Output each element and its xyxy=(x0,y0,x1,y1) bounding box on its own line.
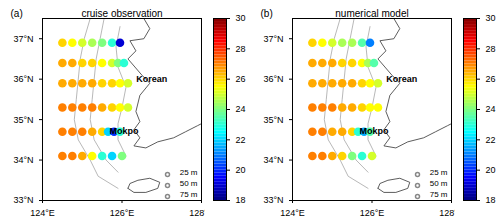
svg-text:Mokpo: Mokpo xyxy=(109,126,138,136)
svg-text:50 m: 50 m xyxy=(180,179,198,188)
svg-text:Mokpo: Mokpo xyxy=(359,126,388,136)
svg-text:50 m: 50 m xyxy=(430,179,448,188)
svg-text:26: 26 xyxy=(486,74,496,84)
svg-text:22: 22 xyxy=(486,135,496,145)
svg-text:(b): (b) xyxy=(261,8,273,19)
svg-text:20: 20 xyxy=(486,165,496,175)
svg-text:75 m: 75 m xyxy=(430,190,448,199)
svg-text:37°N: 37°N xyxy=(263,34,283,44)
svg-text:34°N: 34°N xyxy=(263,155,283,165)
svg-text:126°E: 126°E xyxy=(110,208,135,218)
svg-text:35°N: 35°N xyxy=(13,114,33,124)
svg-text:25 m: 25 m xyxy=(430,168,448,177)
svg-text:33°N: 33°N xyxy=(13,195,33,205)
svg-text:30: 30 xyxy=(236,13,246,23)
svg-text:18: 18 xyxy=(486,195,496,205)
svg-text:24: 24 xyxy=(486,104,496,114)
svg-text:36°N: 36°N xyxy=(263,74,283,84)
svg-text:26: 26 xyxy=(236,74,246,84)
svg-text:37°N: 37°N xyxy=(13,34,33,44)
svg-text:Korean: Korean xyxy=(136,74,167,84)
svg-text:128°E: 128°E xyxy=(439,208,455,218)
svg-text:cruise observation: cruise observation xyxy=(81,8,162,19)
svg-text:126°E: 126°E xyxy=(360,208,385,218)
svg-text:18: 18 xyxy=(236,195,246,205)
svg-text:124°E: 124°E xyxy=(280,208,305,218)
svg-text:20: 20 xyxy=(236,165,246,175)
svg-text:Korean: Korean xyxy=(386,74,417,84)
svg-text:34°N: 34°N xyxy=(13,155,33,165)
svg-text:35°N: 35°N xyxy=(263,114,283,124)
svg-text:36°N: 36°N xyxy=(13,74,33,84)
svg-text:22: 22 xyxy=(236,135,246,145)
svg-text:30: 30 xyxy=(486,13,496,23)
svg-text:24: 24 xyxy=(236,104,246,114)
svg-text:33°N: 33°N xyxy=(263,195,283,205)
svg-text:(a): (a) xyxy=(11,8,23,19)
svg-text:75 m: 75 m xyxy=(180,190,198,199)
svg-text:28: 28 xyxy=(486,44,496,54)
svg-text:25 m: 25 m xyxy=(180,168,198,177)
svg-text:124°E: 124°E xyxy=(30,208,55,218)
svg-text:numerical model: numerical model xyxy=(335,8,408,19)
svg-text:28: 28 xyxy=(236,44,246,54)
svg-text:128°E: 128°E xyxy=(189,208,205,218)
